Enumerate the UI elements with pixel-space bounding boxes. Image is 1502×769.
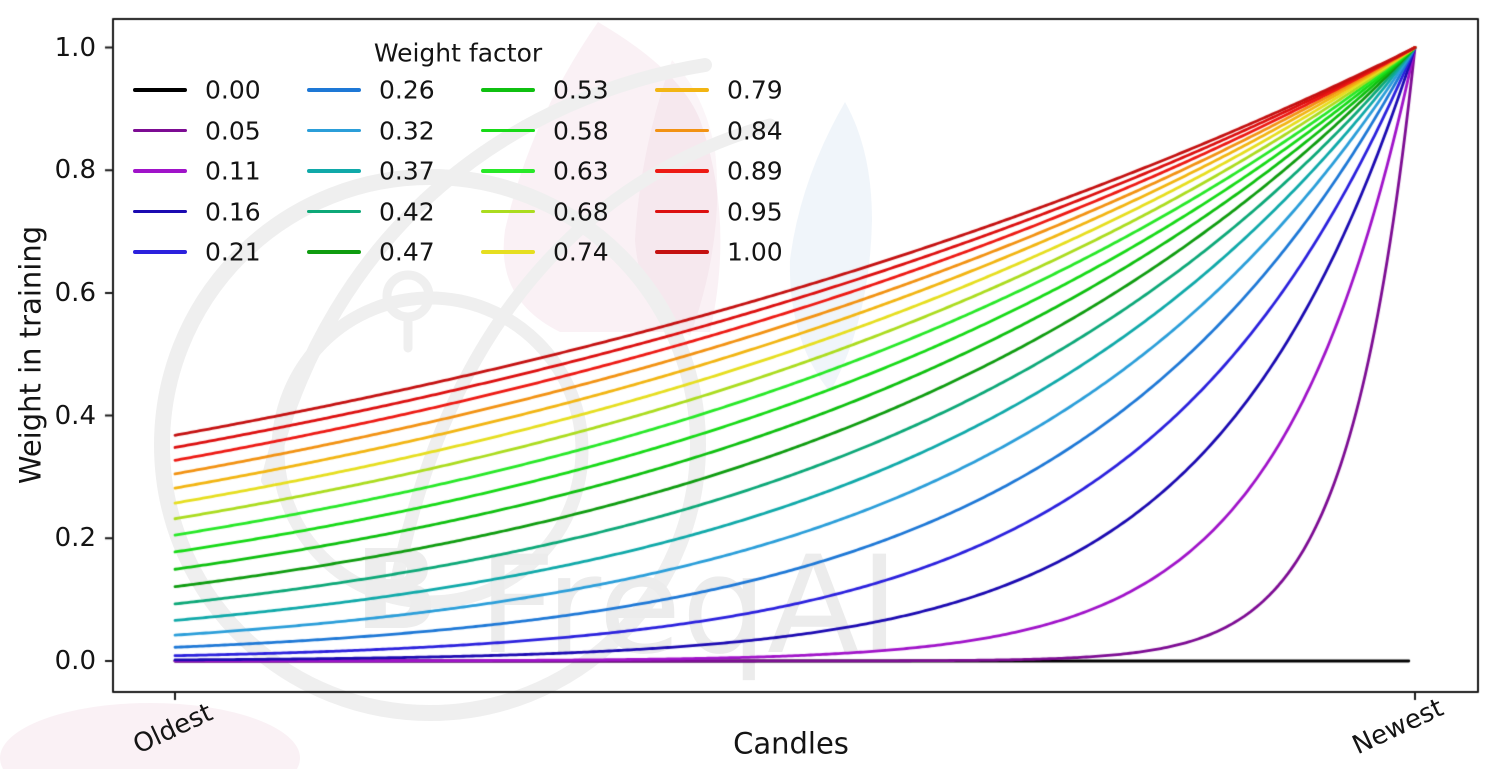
legend-label: 0.79 xyxy=(727,75,783,105)
legend-label: 0.32 xyxy=(379,116,435,145)
legend-swatch xyxy=(307,88,361,92)
legend-swatch xyxy=(481,88,535,92)
legend-swatch xyxy=(133,88,187,92)
legend-swatch xyxy=(655,250,709,254)
legend-label: 0.00 xyxy=(205,75,261,105)
legend-label: 0.63 xyxy=(553,156,609,186)
legend-label: 0.89 xyxy=(727,156,783,186)
legend-label: 0.95 xyxy=(727,197,783,226)
legend-label: 1.00 xyxy=(727,237,783,267)
y-tick-label: 0.8 xyxy=(54,155,96,186)
legend-swatch xyxy=(307,128,361,133)
legend-label: 0.42 xyxy=(379,197,435,226)
y-axis-title: Weight in training xyxy=(13,225,48,485)
x-axis-title: Candles xyxy=(733,726,849,761)
legend-swatch xyxy=(307,209,361,214)
legend-label: 0.37 xyxy=(379,156,435,186)
legend-swatch xyxy=(481,169,535,173)
legend-swatch xyxy=(481,209,535,214)
legend-label: 0.74 xyxy=(553,237,609,267)
legend-swatch xyxy=(133,128,187,133)
y-tick-label: 0.4 xyxy=(54,400,96,431)
legend-title: Weight factor xyxy=(373,38,543,68)
legend-label: 0.84 xyxy=(727,116,783,145)
legend-label: 0.53 xyxy=(553,75,609,105)
legend-label: 0.26 xyxy=(379,75,435,105)
legend-swatch xyxy=(307,250,361,254)
legend-label: 0.05 xyxy=(205,116,261,145)
legend-swatch xyxy=(655,128,709,133)
legend-swatch xyxy=(133,169,187,173)
legend-swatch xyxy=(133,209,187,214)
legend-label: 0.11 xyxy=(205,156,261,186)
y-tick-label: 0.6 xyxy=(54,277,96,308)
legend-label: 0.68 xyxy=(553,197,609,226)
legend-swatch xyxy=(481,250,535,254)
legend-swatch xyxy=(481,128,535,133)
legend-label: 0.16 xyxy=(205,197,261,226)
y-tick-label: 0.2 xyxy=(54,523,96,554)
legend-swatch xyxy=(655,169,709,173)
y-tick-label: 1.0 xyxy=(54,32,96,63)
legend-swatch xyxy=(655,88,709,92)
legend-label: 0.47 xyxy=(379,237,435,267)
legend-swatch xyxy=(133,250,187,254)
legend-swatch xyxy=(307,169,361,173)
legend-label: 0.21 xyxy=(205,237,261,267)
legend-label: 0.58 xyxy=(553,116,609,145)
y-tick-label: 0.0 xyxy=(54,646,96,676)
legend-swatch xyxy=(655,209,709,214)
